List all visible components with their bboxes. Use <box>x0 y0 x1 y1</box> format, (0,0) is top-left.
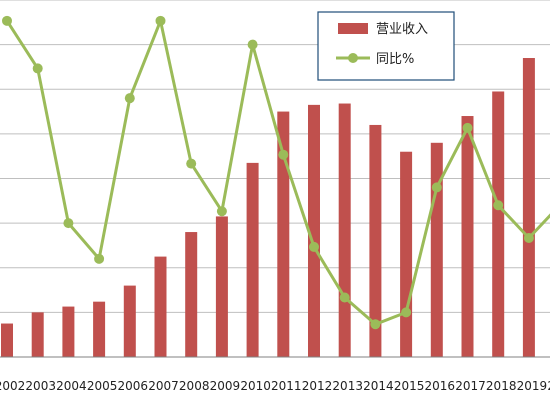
bar-2004 <box>62 306 75 357</box>
bar-2019 <box>522 58 535 357</box>
legend-label-revenue: 营业收入 <box>376 22 428 37</box>
growth-point-2014 <box>370 319 381 330</box>
growth-point-2009 <box>216 206 227 217</box>
growth-point-2010 <box>247 39 258 50</box>
x-tick-2008: 2008 <box>179 379 210 393</box>
growth-line <box>2 15 550 330</box>
growth-point-2008 <box>186 158 197 169</box>
gridlines <box>0 0 550 313</box>
x-tick-2009: 2009 <box>210 379 241 393</box>
bar-2016 <box>430 142 443 357</box>
x-tick-2012: 2012 <box>302 379 333 393</box>
growth-point-2013 <box>339 292 350 303</box>
growth-point-2016 <box>431 182 442 193</box>
x-tick-2014: 2014 <box>363 379 394 393</box>
x-tick-2003: 2003 <box>25 379 56 393</box>
x-tick-2013: 2013 <box>332 379 363 393</box>
growth-point-2004 <box>63 218 74 229</box>
legend-label-growth: 同比% <box>376 52 414 67</box>
bar-2011 <box>277 111 290 357</box>
x-tick-2016: 2016 <box>425 379 456 393</box>
growth-point-2006 <box>124 93 135 104</box>
bar-2013 <box>338 103 351 357</box>
growth-point-2019 <box>523 233 534 243</box>
bar-2003 <box>31 312 44 357</box>
bar-2018 <box>492 91 505 357</box>
legend: 营业收入 同比% <box>317 11 455 81</box>
bar-2015 <box>400 151 413 357</box>
x-tick-2007: 2007 <box>148 379 179 393</box>
bar-2006 <box>123 285 136 357</box>
revenue-bars <box>1 58 535 358</box>
growth-point-2012 <box>309 241 319 252</box>
growth-point-2011 <box>278 149 289 160</box>
growth-point-2015 <box>401 307 412 318</box>
legend-swatch-revenue <box>338 23 368 34</box>
x-tick-2017: 2017 <box>455 379 486 393</box>
bar-2010 <box>246 162 259 357</box>
x-tick-labels: 2002200320042005200620072008200920102011… <box>0 379 550 393</box>
growth-point-2005 <box>94 253 105 264</box>
x-tick-2018: 2018 <box>486 379 517 393</box>
bar-2012 <box>308 104 320 358</box>
x-tick-2011: 2011 <box>271 379 302 393</box>
bar-2008 <box>185 232 198 357</box>
bar-2007 <box>154 256 167 357</box>
bar-2014 <box>369 124 382 357</box>
bar-2017 <box>461 116 474 358</box>
growth-point-2003 <box>32 63 43 74</box>
growth-point-2018 <box>493 200 504 211</box>
growth-point-2017 <box>462 122 473 133</box>
x-tick-2004: 2004 <box>56 379 87 393</box>
x-tick-2019: 2019 <box>517 379 548 393</box>
x-tick-2010: 2010 <box>240 379 271 393</box>
x-tick-2006: 2006 <box>118 379 149 393</box>
x-tick-2020: 2020 <box>547 379 550 393</box>
x-tick-2005: 2005 <box>87 379 118 393</box>
x-tick-2015: 2015 <box>394 379 425 393</box>
growth-point-2007 <box>155 15 166 26</box>
bar-2009 <box>215 216 228 357</box>
bar-2005 <box>93 301 106 357</box>
bar-2002 <box>1 323 13 357</box>
growth-point-2002 <box>2 15 12 26</box>
legend-swatch-growth-marker <box>348 53 358 63</box>
x-tick-2002: 2002 <box>0 379 25 393</box>
